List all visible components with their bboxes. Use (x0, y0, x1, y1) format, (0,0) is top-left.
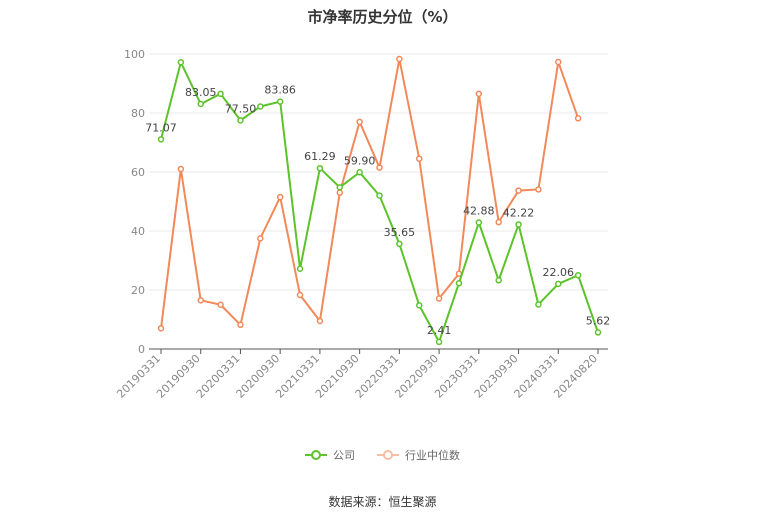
data-point-company (376, 192, 383, 199)
data-point-company (237, 117, 244, 124)
data-point-industry (336, 189, 344, 196)
data-point-company (276, 98, 284, 105)
data-point-industry (276, 193, 284, 201)
data-point-company (435, 338, 443, 346)
data-point-company (197, 100, 204, 108)
data-point-company (257, 103, 264, 110)
data-label: 35.65 (384, 226, 416, 239)
series-line-industry (160, 58, 580, 329)
data-label: 5.62 (586, 314, 611, 327)
data-point-industry (376, 164, 383, 171)
data-point-company (157, 136, 165, 143)
legend-label-company: 公司 (333, 449, 355, 462)
data-label: 83.05 (185, 86, 217, 99)
label-layer: 71.07 83.05 77.50 83.86 61.29 59.90 35.65 2.41 4… (145, 84, 610, 337)
data-label: 77.50 (225, 102, 257, 115)
x-tick-label: 20240820 (551, 352, 600, 401)
data-point-industry (197, 297, 204, 304)
legend-company-marker-icon (305, 450, 327, 460)
data-point-industry (217, 301, 224, 308)
series-layer (157, 55, 602, 346)
legend-label-industry: 行业中位数 (405, 449, 460, 462)
data-point-industry (535, 186, 542, 193)
data-label: 2.41 (427, 324, 452, 337)
data-label: 42.22 (503, 206, 535, 219)
data-label: 71.07 (145, 121, 177, 134)
data-point-industry (177, 165, 185, 173)
data-point-company (555, 280, 562, 288)
data-point-industry (515, 187, 522, 194)
data-point-industry (396, 55, 403, 63)
data-point-company (475, 219, 483, 226)
y-tick-label: 0 (138, 343, 145, 356)
data-point-company (336, 184, 344, 191)
data-point-company (535, 301, 542, 308)
data-point-company (177, 59, 185, 66)
data-point-company (455, 279, 463, 287)
data-point-company (574, 272, 582, 279)
data-point-company (217, 90, 224, 98)
data-point-industry (415, 155, 423, 162)
data-point-company (396, 240, 403, 248)
data-point-company (515, 221, 522, 228)
legend: 公司 行业中位数 (0, 447, 765, 463)
y-tick-label: 80 (131, 107, 145, 120)
data-point-company (594, 329, 602, 336)
data-point-industry (157, 325, 165, 332)
legend-item-company[interactable]: 公司 (305, 447, 355, 463)
data-label: 61.29 (304, 150, 336, 163)
y-tick-label: 40 (131, 225, 145, 238)
data-source: 数据来源：恒生聚源 (328, 495, 437, 509)
data-point-industry (555, 58, 562, 66)
data-label: 42.88 (463, 205, 495, 218)
data-point-industry (296, 291, 304, 299)
y-tick-label: 60 (131, 166, 145, 179)
data-label: 83.86 (264, 84, 296, 97)
data-point-industry (475, 90, 483, 98)
data-label: 22.06 (543, 266, 575, 279)
data-point-industry (495, 218, 502, 226)
data-point-industry (237, 321, 244, 329)
data-label: 59.90 (344, 154, 376, 167)
y-tick-label: 20 (131, 284, 145, 297)
legend-item-industry[interactable]: 行业中位数 (377, 447, 460, 463)
data-point-industry (316, 317, 324, 325)
data-point-company (356, 169, 363, 176)
data-point-industry (435, 295, 443, 302)
data-point-company (296, 265, 304, 273)
grid-layer (149, 53, 608, 291)
data-point-industry (574, 115, 582, 122)
data-point-company (316, 164, 324, 172)
y-tick-label: 100 (124, 48, 145, 61)
chart-title: 市净率历史分位（%） (307, 8, 458, 26)
data-point-industry (257, 235, 264, 242)
data-point-industry (356, 118, 363, 126)
legend-industry-marker-icon (377, 450, 399, 460)
data-point-company (415, 302, 423, 309)
data-point-company (495, 277, 502, 284)
